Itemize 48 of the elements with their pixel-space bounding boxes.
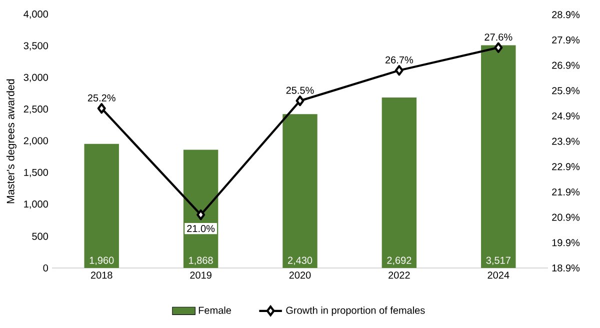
y-tick-label: 4,000 [24,10,48,19]
point [296,95,304,106]
y2-tick-label: 23.9% [552,138,580,145]
y-tick-label: 3,000 [24,74,48,82]
data-label: 26.7% [386,56,414,64]
x-tick-label: 2020 [289,272,311,279]
y2-tick-label: 27.9% [552,36,580,44]
point [494,42,503,53]
bar [183,150,218,268]
data-label: 27.6% [484,34,512,41]
y-tick-label: 500 [32,232,48,240]
y-tick-label: 2,000 [24,137,48,146]
point [97,103,106,114]
legend-label: Female [198,306,232,314]
y-tick-label: 2,500 [24,106,48,114]
y-tick-label: 1,500 [24,168,48,178]
y2-tick-label: 21.9% [552,188,580,196]
legend-label: Growth in proportion of females [286,306,425,316]
y2-tick-label: 20.9% [552,214,580,221]
bar [481,45,516,268]
bar [84,144,119,268]
y2-tick-label: 18.9% [552,264,580,272]
y2-tick-label: 25.9% [552,87,580,94]
x-tick-label: 2019 [190,272,212,279]
point [196,209,206,220]
data-label: 2,430 [288,256,312,266]
y-tick-label: 1,000 [24,200,48,209]
y-tick-label: 0 [43,264,48,272]
data-label: 21.0% [187,225,215,232]
y2-tick-label: 28.9% [552,11,580,18]
data-label: 25.2% [88,94,116,102]
x-tick-label: 2018 [90,272,112,279]
data-label: 25.5% [286,86,314,94]
x-tick-label: 2024 [488,272,510,279]
point [394,65,404,76]
bar [382,98,417,268]
y-tick-label: 3,500 [24,42,48,50]
data-label: 3,517 [486,256,510,266]
y-axis-title: Master's degrees awarded [6,79,16,204]
y2-tick-label: 24.9% [552,112,580,120]
y2-tick-label: 22.9% [552,163,580,170]
data-label: 2,692 [387,256,412,266]
data-label: 1,960 [90,256,114,266]
y2-tick-label: 19.9% [552,239,580,246]
y2-tick-label: 26.9% [552,62,580,69]
x-tick-label: 2022 [388,272,410,279]
bar [282,114,318,268]
data-label: 1,868 [189,256,213,266]
